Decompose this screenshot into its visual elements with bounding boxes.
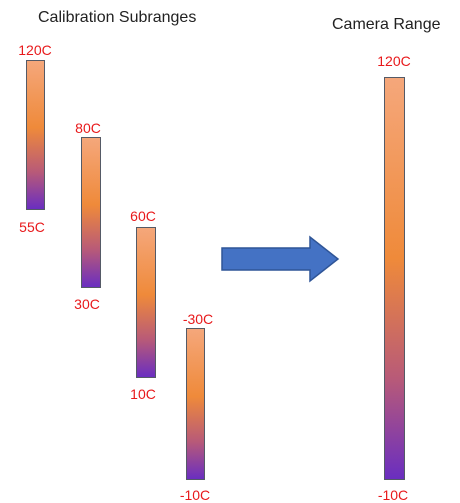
right-arrow-icon bbox=[221, 235, 340, 283]
right-arrow-shape bbox=[221, 235, 340, 283]
subrange-3-bar bbox=[136, 227, 156, 378]
camera-range-top-label: 120C bbox=[377, 53, 411, 69]
subrange-4-top-label: -30C bbox=[182, 311, 214, 327]
subrange-2-bar bbox=[81, 137, 101, 288]
subrange-1-top-label: 120C bbox=[18, 42, 52, 58]
subrange-3-top-label: 60C bbox=[130, 208, 156, 224]
camera-range-bar bbox=[384, 77, 405, 480]
subrange-2-bottom-label: 30C bbox=[74, 296, 100, 312]
subrange-1-bar bbox=[26, 60, 45, 210]
subrange-1-bottom-label: 55C bbox=[19, 219, 45, 235]
subrange-2-top-label: 80C bbox=[75, 120, 101, 136]
subrange-3-bottom-label: 10C bbox=[130, 386, 156, 402]
calibration-subranges-title: Calibration Subranges bbox=[38, 9, 197, 26]
subrange-4-bottom-label: -10C bbox=[179, 487, 211, 503]
camera-range-title: Camera Range bbox=[332, 16, 441, 33]
subrange-4-bar bbox=[186, 328, 205, 480]
camera-range-bottom-label: -10C bbox=[377, 487, 409, 503]
